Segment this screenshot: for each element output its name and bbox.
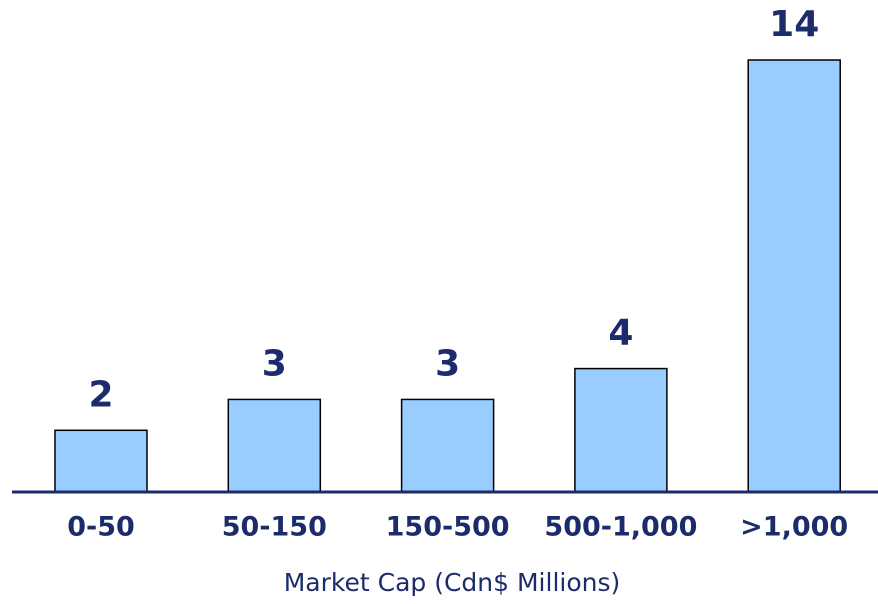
data-label: 4: [608, 313, 633, 354]
bar: [747, 59, 841, 493]
bar: [54, 429, 148, 493]
data-label: 14: [769, 4, 819, 45]
bar: [227, 398, 322, 493]
bar: [574, 367, 668, 493]
data-label: 3: [262, 343, 287, 384]
x-axis-label: Market Cap (Cdn$ Millions): [284, 568, 621, 597]
x-tick-label: 500-1,000: [544, 512, 697, 543]
data-label: 2: [88, 374, 113, 415]
x-tick-label: 150-500: [386, 512, 510, 543]
x-tick-label: >1,000: [740, 512, 848, 543]
x-tick-label: 50-150: [222, 512, 327, 543]
x-tick-label: 0-50: [67, 512, 135, 543]
data-label: 3: [435, 343, 460, 384]
bar: [400, 398, 495, 493]
